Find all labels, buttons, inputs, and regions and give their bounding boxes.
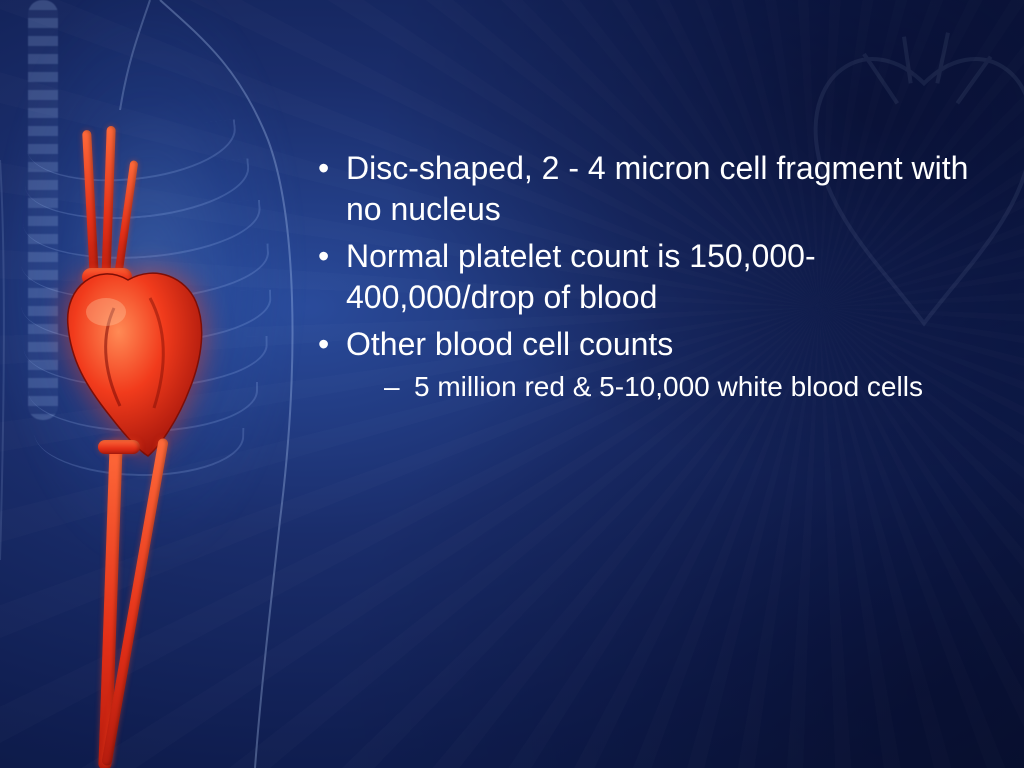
sub-bullet-item: 5 million red & 5-10,000 white blood cel… [346, 369, 972, 405]
bullet-text: Disc-shaped, 2 - 4 micron cell fragment … [346, 150, 968, 227]
bullet-item: Disc-shaped, 2 - 4 micron cell fragment … [312, 148, 972, 230]
heart-icon [58, 268, 208, 458]
bullet-text: Normal platelet count is 150,000-400,000… [346, 238, 816, 315]
bullet-text: Other blood cell counts [346, 326, 673, 362]
anatomy-illustration [0, 0, 300, 768]
sub-bullet-text: 5 million red & 5-10,000 white blood cel… [414, 371, 923, 402]
bullet-item: Normal platelet count is 150,000-400,000… [312, 236, 972, 318]
slide-content: Disc-shaped, 2 - 4 micron cell fragment … [312, 148, 972, 411]
bullet-item: Other blood cell counts 5 million red & … [312, 324, 972, 405]
